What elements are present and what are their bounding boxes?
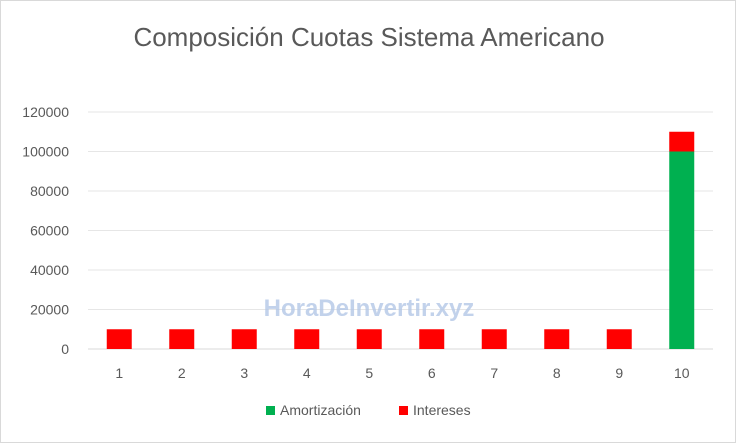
bar-intereses bbox=[106, 329, 132, 349]
bars bbox=[106, 131, 695, 349]
bar-intereses bbox=[231, 329, 257, 349]
bar-intereses bbox=[669, 131, 695, 152]
bar-intereses bbox=[481, 329, 507, 349]
x-tick-label: 3 bbox=[240, 365, 248, 381]
bar-intereses bbox=[544, 329, 570, 349]
y-tick-label: 0 bbox=[61, 341, 69, 357]
legend: Amortización Intereses bbox=[266, 402, 471, 418]
y-tick-label: 60000 bbox=[30, 223, 69, 239]
bar-intereses bbox=[169, 329, 195, 349]
y-axis-ticks: 0 20000 40000 60000 80000 100000 120000 bbox=[22, 104, 69, 357]
y-tick-label: 120000 bbox=[22, 104, 69, 120]
x-tick-label: 2 bbox=[178, 365, 186, 381]
x-axis-ticks: 1 2 3 4 5 6 7 8 9 10 bbox=[115, 365, 689, 381]
bar-intereses bbox=[356, 329, 382, 349]
x-tick-label: 4 bbox=[303, 365, 311, 381]
y-tick-label: 80000 bbox=[30, 183, 69, 199]
bar-amortizaci-n bbox=[669, 151, 695, 349]
bar-intereses bbox=[294, 329, 320, 349]
watermark-text: HoraDeInvertir.xyz bbox=[264, 295, 475, 322]
y-tick-label: 20000 bbox=[30, 302, 69, 318]
x-tick-label: 6 bbox=[428, 365, 436, 381]
x-tick-label: 10 bbox=[674, 365, 690, 381]
y-tick-label: 40000 bbox=[30, 262, 69, 278]
chart-title: Composición Cuotas Sistema Americano bbox=[133, 22, 604, 52]
bar-intereses bbox=[419, 329, 445, 349]
gridlines bbox=[88, 111, 713, 350]
bar-intereses bbox=[606, 329, 632, 349]
y-tick-label: 100000 bbox=[22, 144, 69, 160]
legend-swatch bbox=[399, 406, 408, 415]
legend-label: Intereses bbox=[413, 402, 471, 418]
x-tick-label: 1 bbox=[115, 365, 123, 381]
legend-label: Amortización bbox=[280, 402, 361, 418]
x-tick-label: 9 bbox=[615, 365, 623, 381]
x-tick-label: 5 bbox=[365, 365, 373, 381]
legend-swatch bbox=[266, 406, 275, 415]
x-tick-label: 7 bbox=[490, 365, 498, 381]
x-tick-label: 8 bbox=[553, 365, 561, 381]
